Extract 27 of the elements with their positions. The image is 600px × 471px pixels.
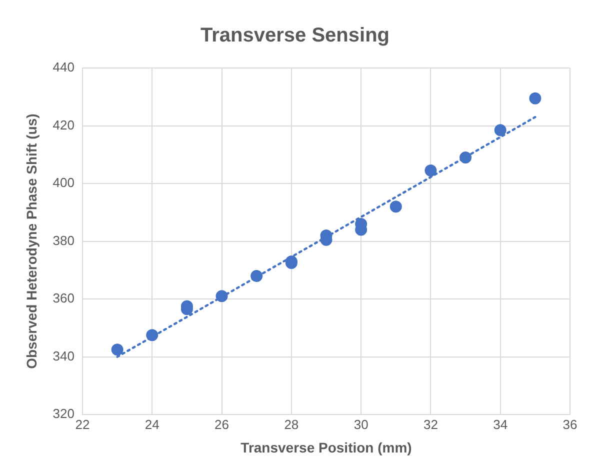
y-tick-label: 380 [52,232,74,248]
x-tick-label: 30 [354,416,368,432]
x-tick-label: 32 [423,416,438,432]
y-tick-label: 400 [52,175,74,190]
x-tick-label: 34 [493,416,508,432]
y-axis-title: Observed Heterodyne Phase Shift (us) [23,114,40,369]
x-tick-label: 22 [75,416,90,432]
y-tick-label: 340 [52,348,74,364]
point [460,152,472,164]
point [424,164,437,177]
x-tick-label: 36 [562,416,578,432]
point [250,270,263,282]
chart-title: Transverse Sensing [200,24,390,47]
y-tick-label: 420 [52,117,74,132]
point [216,290,228,302]
x-tick-label: 24 [144,416,160,432]
x-axis-title: Transverse Position (mm) [240,439,412,456]
y-tick-label: 360 [52,290,74,306]
x-tick-label: 28 [284,416,299,432]
x-tick-label: 26 [214,416,230,432]
point [529,92,542,104]
point [494,124,506,136]
point [146,329,158,342]
point [390,200,402,213]
y-tick-label: 440 [52,60,74,75]
y-tick-label: 320 [52,406,74,422]
point [111,344,124,356]
